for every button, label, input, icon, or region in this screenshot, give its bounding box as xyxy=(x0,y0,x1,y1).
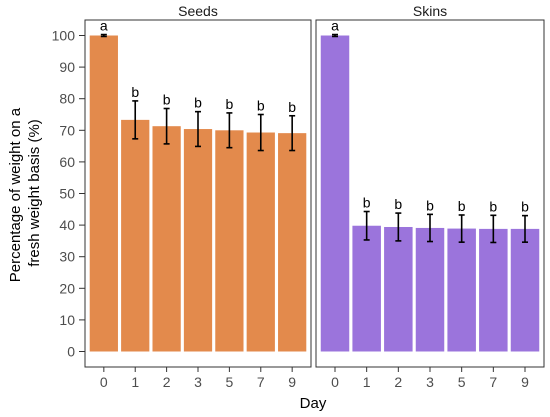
bar xyxy=(278,133,307,352)
y-axis-title-line-1: Percentage of weight on a xyxy=(7,107,24,282)
significance-label: b xyxy=(288,99,296,115)
bar xyxy=(215,130,244,352)
y-tick-label: 20 xyxy=(59,280,75,296)
bar xyxy=(246,132,275,352)
y-tick-label: 50 xyxy=(59,186,75,202)
x-tick-label: 1 xyxy=(131,374,139,390)
significance-label: b xyxy=(225,96,233,112)
y-tick-label: 0 xyxy=(67,344,75,360)
y-tick-label: 90 xyxy=(59,59,75,75)
x-tick-label: 5 xyxy=(458,374,466,390)
bar xyxy=(121,119,150,352)
significance-label: b xyxy=(489,198,497,214)
x-tick-label: 9 xyxy=(288,374,296,390)
bar xyxy=(510,228,540,352)
x-tick-label: 5 xyxy=(225,374,233,390)
bar xyxy=(320,35,350,352)
facet-strip-label: Seeds xyxy=(178,3,218,19)
x-tick-label: 0 xyxy=(331,374,339,390)
significance-label: a xyxy=(100,18,108,34)
bar xyxy=(415,227,445,352)
y-tick-label: 40 xyxy=(59,217,75,233)
x-tick-label: 1 xyxy=(363,374,371,390)
x-axis-title: Day xyxy=(300,395,327,412)
facet-panel-seeds: Seeds a 0 b 1 b 2 b 3 b 5 b 7 b 9 xyxy=(84,1,312,390)
y-tick-label: 80 xyxy=(59,91,75,107)
significance-label: b xyxy=(521,199,529,215)
facet-strip xyxy=(316,1,544,20)
facet-panel-skins: Skins a 0 b 1 b 2 b 3 b 5 b 7 b 9 xyxy=(315,1,545,390)
y-tick-label: 30 xyxy=(59,249,75,265)
significance-label: b xyxy=(163,91,171,107)
significance-label: b xyxy=(458,198,466,214)
x-tick-label: 2 xyxy=(163,374,171,390)
bar xyxy=(352,225,381,352)
facet-strip-label: Skins xyxy=(413,3,447,19)
bar xyxy=(447,228,476,352)
significance-label: b xyxy=(426,197,434,213)
y-axis-title: Percentage of weight on a fresh weight b… xyxy=(7,104,43,282)
facet-strip xyxy=(85,1,311,20)
x-tick-label: 9 xyxy=(521,374,529,390)
bar xyxy=(384,226,413,352)
significance-label: b xyxy=(131,84,139,100)
bar xyxy=(183,129,213,352)
significance-label: b xyxy=(257,98,265,114)
y-tick-label: 60 xyxy=(59,154,75,170)
x-tick-label: 3 xyxy=(194,374,202,390)
x-tick-label: 7 xyxy=(257,374,265,390)
significance-label: a xyxy=(331,18,339,34)
bar xyxy=(89,35,118,352)
y-axis-title-line-2: fresh weight basis (%) xyxy=(26,119,43,267)
facet-panels: Seeds a 0 b 1 b 2 b 3 b 5 b 7 b 9 Skins a 0 b 1 b 2 b 3 b 5 b 7 b 9 xyxy=(84,1,545,390)
y-axis: 0 10 20 30 40 50 60 70 80 90 100 xyxy=(52,28,85,360)
y-tick-label: 70 xyxy=(59,122,75,138)
x-tick-label: 2 xyxy=(394,374,402,390)
significance-label: b xyxy=(194,95,202,111)
x-tick-label: 3 xyxy=(426,374,434,390)
significance-label: b xyxy=(394,196,402,212)
y-tick-label: 100 xyxy=(52,28,76,44)
bar xyxy=(152,126,181,352)
x-tick-label: 0 xyxy=(100,374,108,390)
y-tick-label: 10 xyxy=(59,312,75,328)
bar xyxy=(479,228,508,352)
x-tick-label: 7 xyxy=(489,374,497,390)
significance-label: b xyxy=(363,195,371,211)
